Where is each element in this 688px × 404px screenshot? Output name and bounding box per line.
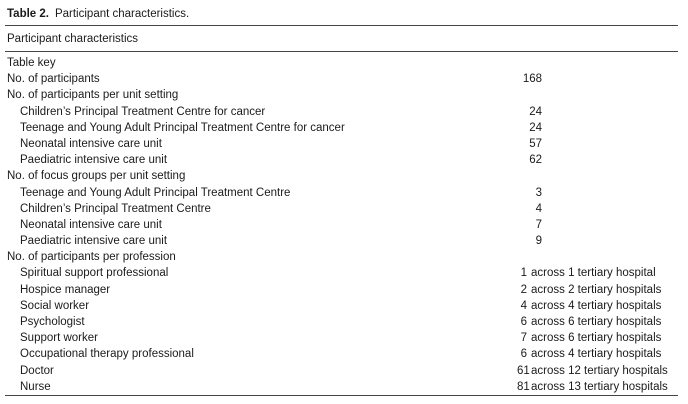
- table-row: Neonatal intensive care unit 7: [5, 217, 678, 233]
- table-row: Table key: [5, 55, 678, 71]
- row-value: 4 across 4 tertiary hospitals: [517, 298, 662, 314]
- row-label: Teenage and Young Adult Principal Treatm…: [20, 121, 345, 134]
- row-label: Occupational therapy professional: [20, 348, 194, 361]
- row-value-number: 61: [517, 364, 530, 377]
- row-value-number: 24: [529, 105, 542, 118]
- row-label: Teenage and Young Adult Principal Treatm…: [20, 186, 291, 199]
- row-value-number: 2: [520, 283, 527, 296]
- row-value-number: 6: [520, 316, 527, 328]
- row-value-detail: across 4 tertiary hospitals: [531, 299, 662, 312]
- row-label: Children’s Principal Treatment Centre: [20, 202, 211, 215]
- row-value: 62: [517, 152, 542, 168]
- row-value: 4: [517, 201, 542, 217]
- row-value-number: 57: [529, 137, 542, 150]
- row-label: No. of focus groups per unit setting: [7, 170, 186, 183]
- row-value-number: 81: [517, 380, 530, 393]
- row-value-detail: across 1 tertiary hospital: [531, 267, 656, 280]
- row-label: Support worker: [20, 332, 98, 345]
- row-value: 1 across 1 tertiary hospital: [517, 265, 656, 281]
- row-value-number: 7: [535, 218, 542, 231]
- top-rule: [5, 25, 678, 26]
- row-label: No. of participants per profession: [7, 251, 176, 264]
- table-row: Paediatric intensive care unit 9: [5, 233, 678, 249]
- row-value: 6 across 4 tertiary hospitals: [517, 346, 662, 362]
- row-label: Nurse: [20, 380, 51, 393]
- table-row: Children’s Principal Treatment Centre fo…: [5, 104, 678, 120]
- table-row: Social worker 4 across 4 tertiary hospital…: [5, 298, 678, 314]
- row-value-detail: across 6 tertiary hospitals: [531, 332, 662, 345]
- table-row: Hospice manager 2 across 2 tertiary hospit…: [5, 282, 678, 298]
- table-row: Occupational therapy professional 6 across…: [5, 346, 678, 362]
- row-value: 168: [517, 71, 542, 87]
- row-label: Neonatal intensive care unit: [20, 218, 162, 231]
- row-value: 61across 12 tertiary hospitals: [517, 363, 668, 379]
- row-value: 57: [517, 136, 542, 152]
- row-value-number: 1: [520, 267, 527, 280]
- table-row: No. of focus groups per unit setting: [5, 168, 678, 184]
- row-value: 24: [517, 104, 542, 120]
- row-value: 2 across 2 tertiary hospitals: [517, 282, 662, 298]
- row-value-number: 24: [529, 121, 542, 134]
- row-value: 7: [517, 217, 542, 233]
- row-value: 3: [517, 185, 542, 201]
- row-value: 9: [517, 233, 542, 249]
- row-label: Paediatric intensive care unit: [20, 235, 168, 248]
- row-label: Children’s Principal Treatment Centre fo…: [20, 105, 266, 118]
- table-row: Doctor 61across 12 tertiary hospitals: [5, 363, 678, 379]
- row-label: Paediatric intensive care unit: [20, 154, 168, 167]
- table-caption-title: Participant characteristics.: [54, 8, 190, 20]
- table-row: Neonatal intensive care unit 57: [5, 136, 678, 152]
- table-row: No. of participants 168: [5, 71, 678, 87]
- row-label: Psychologist: [20, 316, 85, 328]
- row-value-number: 4: [535, 202, 542, 215]
- row-label: No. of participants: [7, 73, 100, 86]
- row-value: 24: [517, 120, 542, 136]
- row-label: Hospice manager: [20, 283, 111, 296]
- row-value-detail: across 12 tertiary hospitals: [531, 364, 668, 377]
- row-label: Social worker: [20, 299, 90, 312]
- row-label: No. of participants per unit setting: [7, 89, 179, 102]
- row-value-detail: across 13 tertiary hospitals: [531, 380, 668, 393]
- table-row: Teenage and Young Adult Principal Treatm…: [5, 185, 678, 201]
- row-value-number: 7: [520, 332, 527, 345]
- bottom-rule: [5, 394, 678, 396]
- row-value-number: 4: [520, 299, 527, 312]
- row-value-number: 3: [535, 186, 542, 199]
- row-label: Doctor: [20, 364, 54, 377]
- row-value-number: 168: [522, 73, 542, 86]
- row-value: 7 across 6 tertiary hospitals: [517, 330, 662, 346]
- row-value-number: 9: [535, 235, 542, 248]
- table-row: Teenage and Young Adult Principal Treatm…: [5, 120, 678, 136]
- row-value-number: 62: [529, 154, 542, 167]
- row-value-detail: across 2 tertiary hospitals: [531, 283, 662, 296]
- row-value-number: 6: [520, 348, 527, 361]
- table-caption-number: Table 2.: [7, 8, 49, 20]
- table-row: Children’s Principal Treatment Centre 4: [5, 201, 678, 217]
- row-value-detail: across 4 tertiary hospitals: [531, 348, 662, 361]
- table-body: Table key No. of participants 168 No. of pa…: [5, 52, 678, 395]
- row-value-detail: across 6 tertiary hospitals: [531, 316, 662, 328]
- table-row: Paediatric intensive care unit 62: [5, 152, 678, 168]
- column-header: Participant characteristics: [7, 33, 139, 45]
- table-row: Nurse 81across 13 tertiary hospitals: [5, 379, 678, 395]
- row-value: 6 across 6 tertiary hospitals: [517, 314, 662, 330]
- header-rule: [5, 51, 678, 52]
- row-label: Neonatal intensive care unit: [20, 137, 162, 150]
- row-label: Table key: [7, 57, 56, 69]
- row-value: 81across 13 tertiary hospitals: [517, 379, 668, 395]
- table-caption: Table 2. Participant characteristics.: [5, 7, 678, 21]
- table-row: No. of participants per unit setting: [5, 87, 678, 103]
- table-row: No. of participants per profession: [5, 249, 678, 265]
- table-row: Spiritual support professional 1 across 1 …: [5, 265, 678, 281]
- row-label: Spiritual support professional: [20, 267, 169, 280]
- table-row: Support worker 7 across 6 tertiary hospita…: [5, 330, 678, 346]
- table-row: Psychologist 6 across 6 tertiary hospitals: [5, 314, 678, 330]
